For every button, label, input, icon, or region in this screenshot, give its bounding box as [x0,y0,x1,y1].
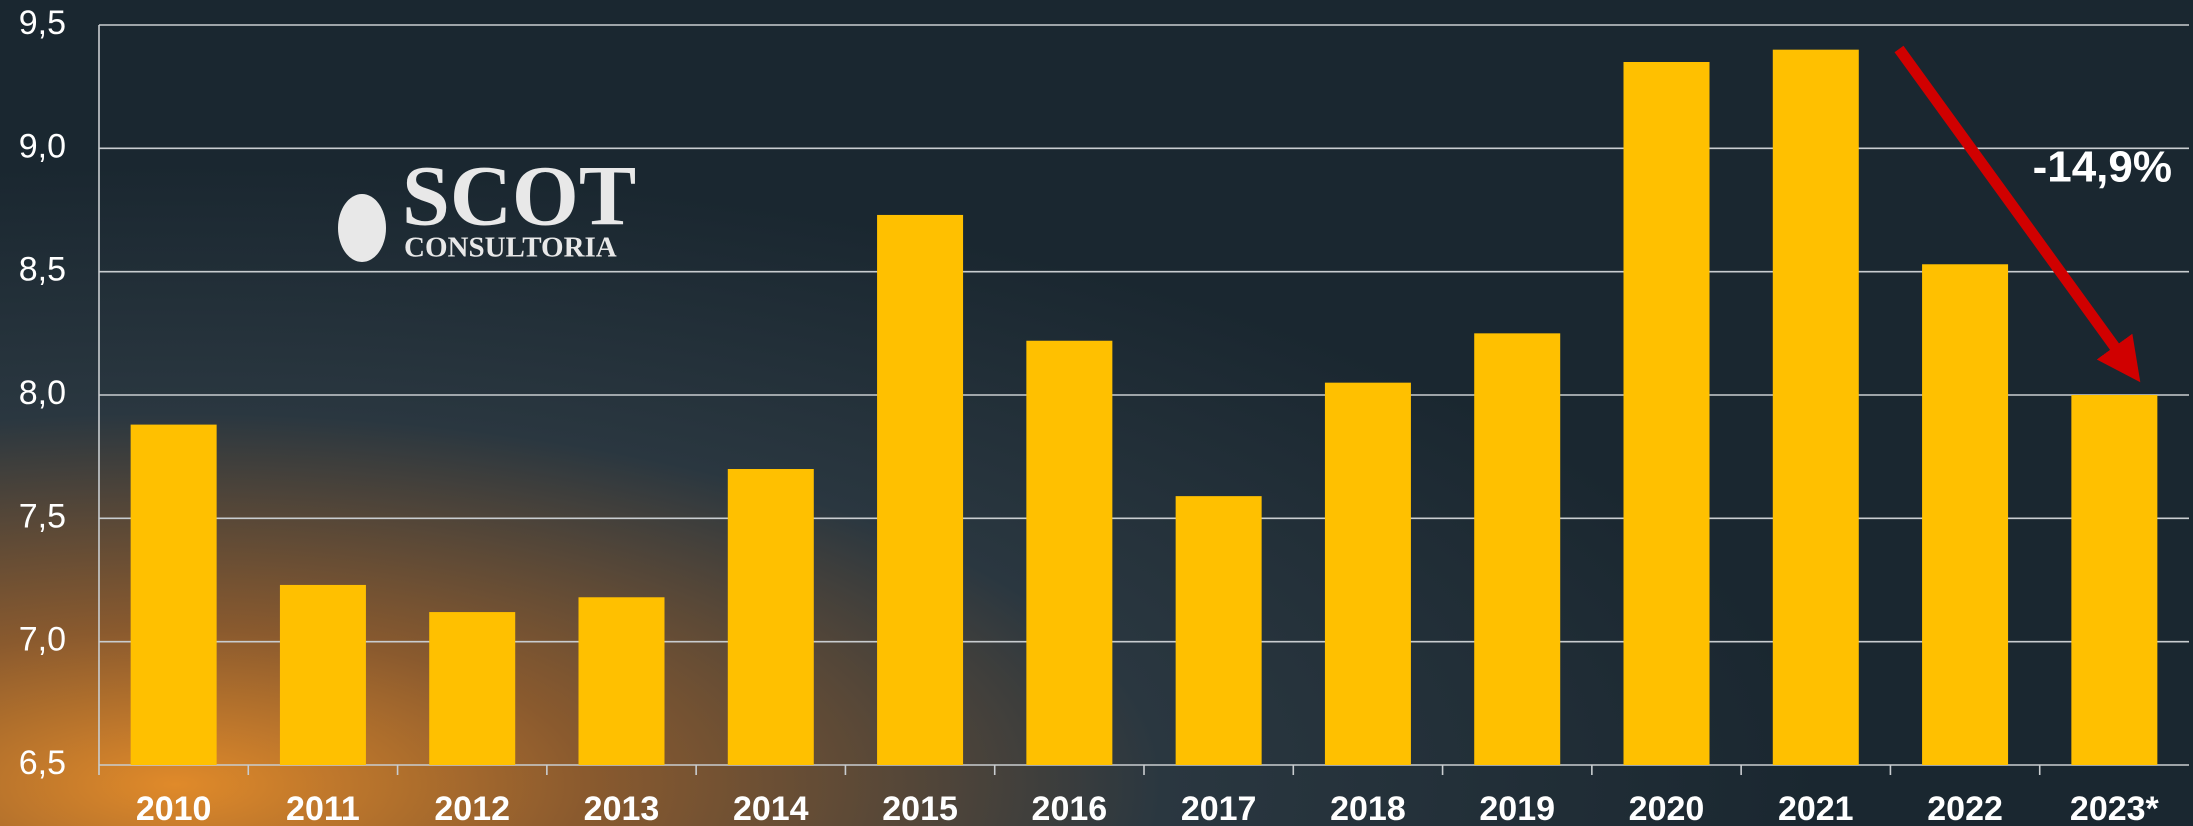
bar [429,612,516,765]
x-tick-label: 2010 [136,790,212,826]
bar [1772,49,1859,765]
bar [279,584,366,765]
bar [1922,264,2009,765]
x-tick-label: 2023* [2070,790,2160,826]
y-tick-label: 7,0 [19,621,66,659]
bar [578,597,665,765]
x-tick-label: 2012 [434,790,510,826]
annotation: -14,9% [2033,143,2172,192]
x-tick-label: 2013 [584,790,660,826]
bar [877,214,964,765]
y-tick-label: 9,5 [19,4,66,42]
x-tick-label: 2020 [1629,790,1705,826]
x-tick-label: 2015 [882,790,958,826]
y-tick-label: 7,5 [19,497,66,535]
trend-arrow [1894,45,2141,383]
x-tick-label: 2016 [1032,790,1108,826]
bar [1474,333,1561,765]
x-tick-label: 2018 [1330,790,1406,826]
y-tick-label: 8,0 [19,374,66,412]
bar [130,424,217,765]
x-tick-label: 2017 [1181,790,1257,826]
logo-name: SCOT [402,148,636,244]
logo-icon [338,194,386,262]
x-tick-label: 2014 [733,790,809,826]
y-tick-label: 8,5 [19,251,66,289]
logo-subtitle: CONSULTORIA [404,232,617,264]
bar [1026,340,1113,765]
x-tick-label: 2019 [1479,790,1555,826]
bar [727,469,814,765]
x-tick-label: 2022 [1927,790,2003,826]
bar [1324,382,1411,765]
logo: SCOT CONSULTORIA [338,148,636,264]
y-tick-label: 6,5 [19,744,66,782]
x-tick-label: 2011 [286,790,360,826]
y-tick-label: 9,0 [19,127,66,165]
bar [1623,62,1710,765]
bar [2071,395,2158,765]
x-tick-label: 2021 [1778,790,1854,826]
bar [1175,496,1262,765]
